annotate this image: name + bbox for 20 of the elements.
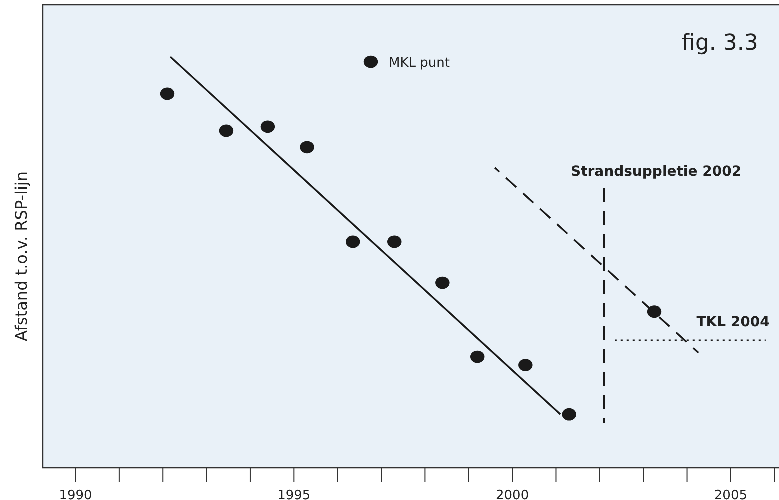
point <box>160 88 175 100</box>
point <box>647 306 662 318</box>
point <box>300 141 314 154</box>
x-tick-label: 1990 <box>59 488 92 500</box>
point <box>470 350 485 364</box>
point <box>436 276 450 290</box>
legend-label: MKL punt <box>389 56 450 71</box>
x-tick-label: 2005 <box>714 488 748 500</box>
point <box>346 236 360 248</box>
x-tick-label: 1995 <box>278 488 311 500</box>
series-label: TKL 2004 <box>696 314 770 331</box>
point <box>219 124 234 138</box>
y-axis-title: Afstand t.o.v. RSP-lijn <box>12 172 31 342</box>
point <box>518 359 533 372</box>
chart-title: fig. 3.3 <box>682 31 758 56</box>
x-tick-label: 2000 <box>496 488 530 500</box>
point <box>388 236 402 248</box>
point <box>562 408 576 421</box>
point <box>260 120 276 134</box>
ref-line-label: Strandsuppletie 2002 <box>570 164 742 180</box>
